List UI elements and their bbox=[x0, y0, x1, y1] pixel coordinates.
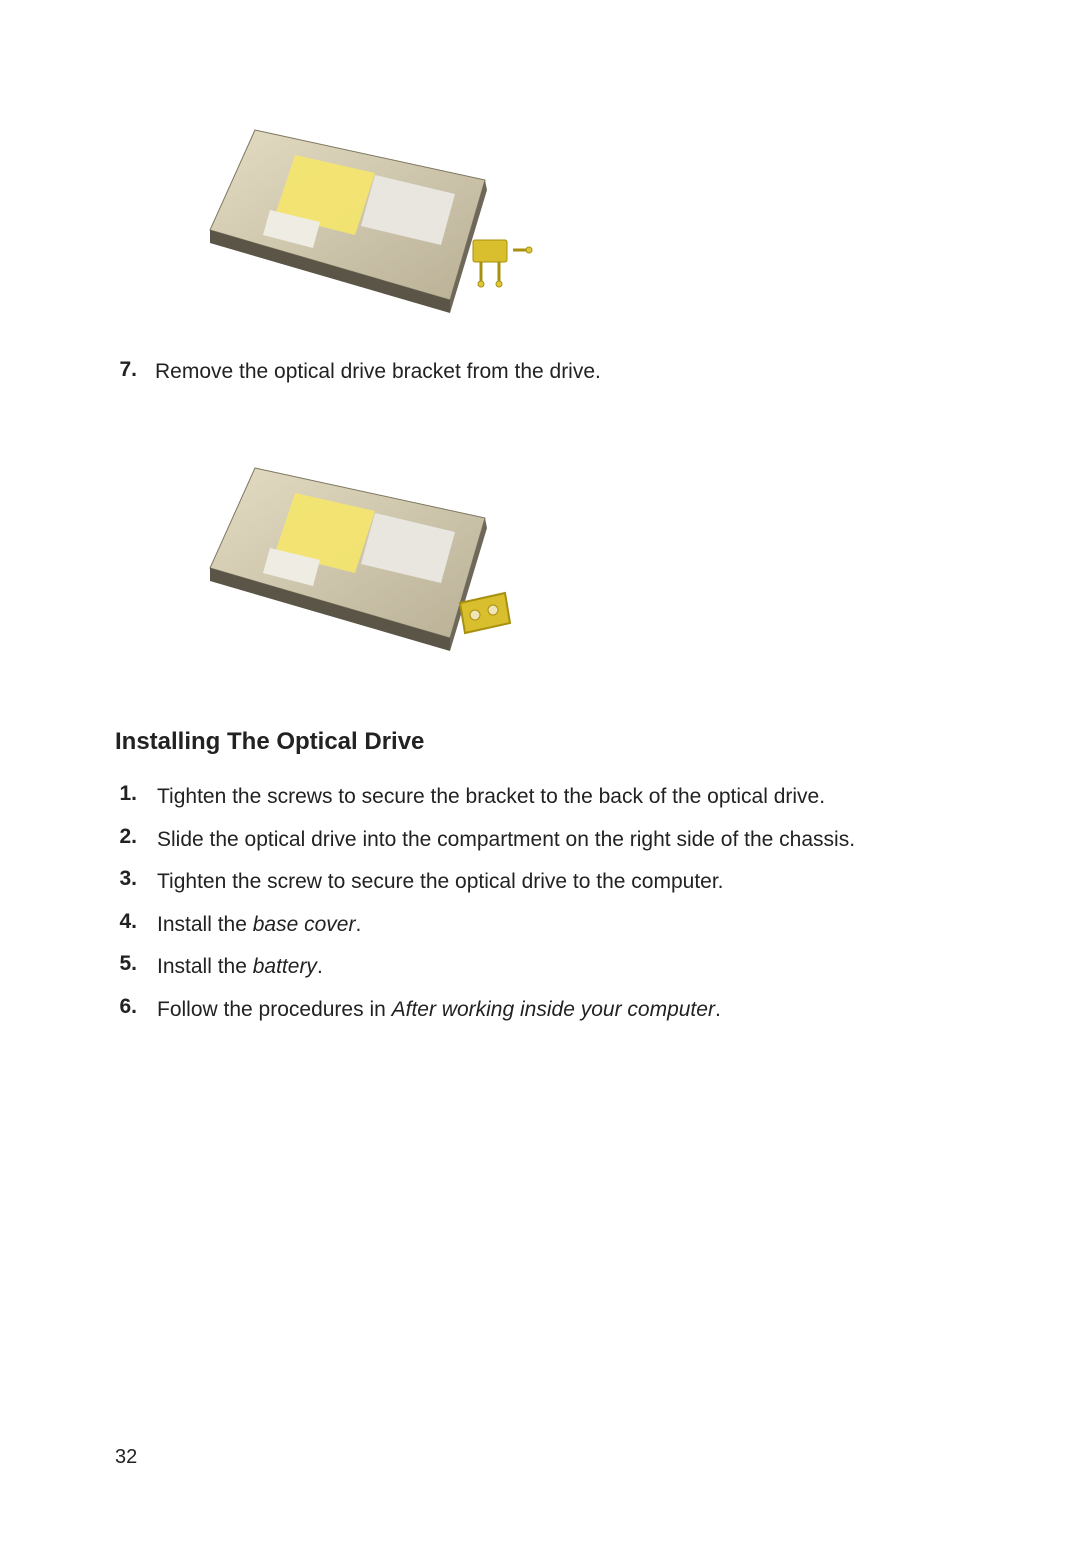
step-number: 4. bbox=[115, 910, 157, 940]
step-text: Tighten the screws to secure the bracket… bbox=[157, 782, 825, 812]
step-number: 3. bbox=[115, 867, 157, 897]
list-item: 2. Slide the optical drive into the comp… bbox=[115, 825, 965, 855]
step-text: Install the battery. bbox=[157, 952, 323, 982]
step-text-italic: After working inside your computer bbox=[392, 998, 715, 1021]
step-text-pre: Follow the procedures in bbox=[157, 998, 392, 1021]
list-item: 1. Tighten the screws to secure the brac… bbox=[115, 782, 965, 812]
step-number: 1. bbox=[115, 782, 157, 812]
optical-drive-image-2 bbox=[175, 408, 535, 668]
step-number: 2. bbox=[115, 825, 157, 855]
step-text-italic: battery bbox=[253, 955, 317, 978]
step-text-pre: Install the bbox=[157, 955, 253, 978]
step-7-row: 7. Remove the optical drive bracket from… bbox=[115, 358, 965, 386]
step-text-italic: base cover bbox=[253, 913, 356, 936]
step-number: 5. bbox=[115, 952, 157, 982]
figure-drive-with-bracket bbox=[175, 408, 965, 668]
step-text-post: . bbox=[715, 998, 721, 1021]
install-steps-list: 1. Tighten the screws to secure the brac… bbox=[115, 782, 965, 1025]
step-text-post: . bbox=[317, 955, 323, 978]
page-number: 32 bbox=[115, 1446, 137, 1469]
list-item: 4. Install the base cover. bbox=[115, 910, 965, 940]
step-number: 6. bbox=[115, 995, 157, 1025]
step-text-pre: Install the bbox=[157, 913, 253, 936]
list-item: 5. Install the battery. bbox=[115, 952, 965, 982]
step-text: Tighten the screw to secure the optical … bbox=[157, 867, 724, 897]
step-text: Slide the optical drive into the compart… bbox=[157, 825, 855, 855]
list-item: 3. Tighten the screw to secure the optic… bbox=[115, 867, 965, 897]
step-text: Follow the procedures in After working i… bbox=[157, 995, 721, 1025]
optical-drive-image-1 bbox=[175, 70, 535, 330]
step-7-number: 7. bbox=[115, 358, 155, 386]
section-heading-installing: Installing The Optical Drive bbox=[115, 728, 965, 756]
step-text-post: . bbox=[355, 913, 361, 936]
step-text: Install the base cover. bbox=[157, 910, 361, 940]
step-7-text: Remove the optical drive bracket from th… bbox=[155, 358, 601, 386]
list-item: 6. Follow the procedures in After workin… bbox=[115, 995, 965, 1025]
figure-drive-with-screws bbox=[175, 70, 965, 330]
